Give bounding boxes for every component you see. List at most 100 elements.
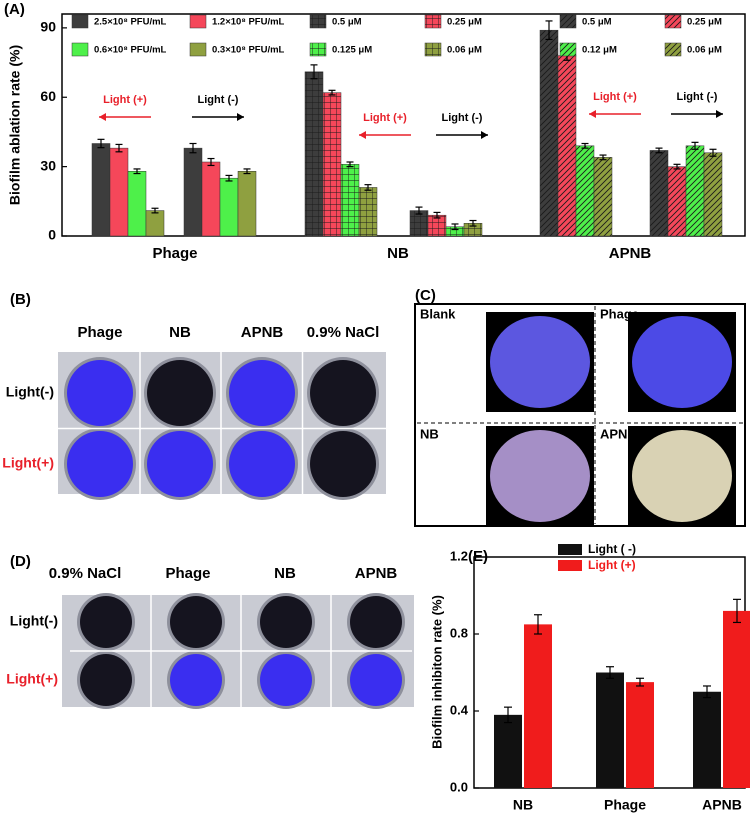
well [260,596,312,648]
panel-label: (D) [10,553,31,570]
y-axis-label: Biofilm ablation rate (%) [7,45,23,205]
y-tick-label: 1.2 [450,548,468,563]
bar [667,166,687,237]
quadrant-label: NB [420,426,439,441]
arrow-head [716,110,723,118]
bar [524,624,552,788]
arrow-head [589,110,596,118]
bar [109,147,129,237]
well [80,654,132,706]
well [80,596,132,648]
legend-swatch [189,14,207,29]
bar [539,29,559,237]
bar [322,92,342,237]
arrow-head [99,113,106,121]
column-label: NB [169,324,191,341]
panel-label: (B) [10,291,31,308]
well [67,360,133,426]
bar [557,55,577,237]
well [147,360,213,426]
x-tick-label: NB [387,245,409,262]
well [170,654,222,706]
legend-label: 1.2×10⁸ PFU/mL [212,17,285,28]
panel-label: (A) [4,1,25,18]
well [350,654,402,706]
bar [494,714,522,788]
legend-label: 0.12 μM [582,45,617,56]
annotation: Light (-) [198,94,239,106]
bar [703,152,723,237]
legend-label: 2.5×10⁸ PFU/mL [94,17,167,28]
legend-label: 0.5 μM [332,17,362,28]
legend-swatch [664,14,682,29]
y-tick-label: 0.4 [450,702,469,717]
legend-label: 0.3×10⁸ PFU/mL [212,45,285,56]
row-label: Light(+) [2,455,54,471]
annotation: Light (-) [677,91,718,103]
bar [145,210,165,237]
biofilm-disc [490,316,590,408]
biofilm-disc [632,316,732,408]
column-label: NB [274,565,296,582]
x-tick-label: NB [513,797,533,813]
column-label: Phage [77,324,122,341]
arrow-head [481,131,488,139]
y-tick-label: 30 [40,157,56,173]
legend-label: 0.5 μM [582,17,612,28]
y-tick-label: 90 [40,19,56,35]
quadrant-label: Blank [420,306,456,321]
well [170,596,222,648]
bar [219,177,239,237]
biofilm-disc [632,430,732,522]
annotation: Light (+) [593,91,637,103]
x-tick-label: APNB [702,797,742,813]
x-tick-label: Phage [604,797,646,813]
bar [593,157,613,237]
arrow-head [359,131,366,139]
y-tick-label: 0 [48,227,56,243]
well [229,360,295,426]
column-label: 0.9% NaCl [307,324,380,341]
legend-label: 0.06 μM [687,45,722,56]
annotation: Light (+) [363,112,407,124]
bar [693,691,721,788]
bar [340,164,360,237]
bar [201,161,221,237]
bar [183,147,203,237]
bar [626,682,654,788]
column-label: APNB [355,565,398,582]
quadrant-label: Phage [600,306,639,321]
legend-label: 0.25 μM [447,17,482,28]
y-tick-label: 0.0 [450,779,468,794]
row-label: Light(-) [6,384,54,400]
legend-swatch [664,42,682,57]
row-label: Light(-) [10,613,58,629]
well [260,654,312,706]
well [67,431,133,497]
legend-label: 0.06 μM [447,45,482,56]
legend-label: 0.125 μM [332,45,372,56]
bar [127,171,147,237]
legend-swatch [558,544,582,555]
well [350,596,402,648]
bar [358,187,378,237]
legend-swatch [309,14,327,29]
panel-label: (C) [415,287,436,304]
column-label: 0.9% NaCl [49,565,122,582]
well [310,360,376,426]
bar [649,150,669,237]
legend-swatch [424,14,442,29]
biofilm-disc [490,430,590,522]
bar [685,145,705,237]
well [310,431,376,497]
x-tick-label: Phage [152,245,197,262]
legend-swatch [559,42,577,57]
legend-label: Light ( -) [588,542,636,556]
axis-frame [61,13,746,237]
quadrant-label: APNB [600,426,637,441]
bar [237,171,257,237]
well [147,431,213,497]
legend-label: Light (+) [588,558,636,572]
annotation: Light (+) [103,94,147,106]
legend-swatch [558,560,582,571]
